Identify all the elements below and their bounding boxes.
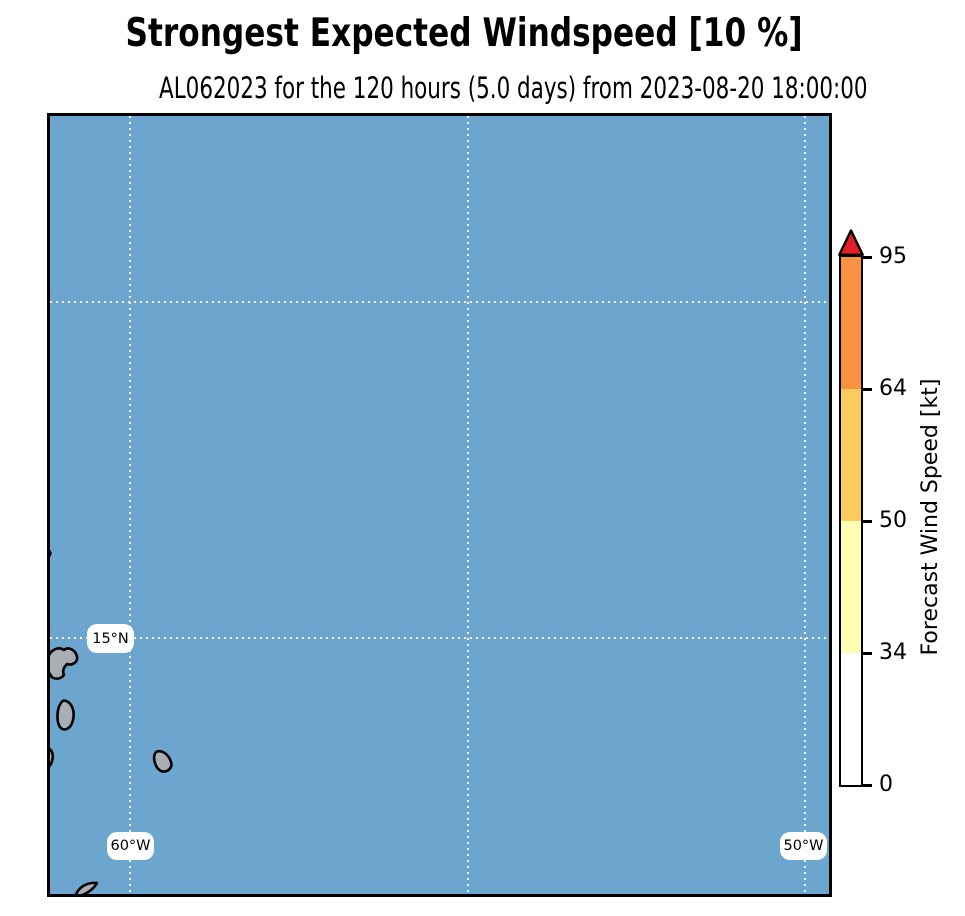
gridline-parallel-20n <box>50 301 829 303</box>
island-guadeloupe <box>50 647 79 680</box>
island-martinique-edge <box>50 747 55 768</box>
map-axes: 15°N 60°W 50°W <box>47 113 832 897</box>
colorbar-tick-0 <box>863 784 872 787</box>
figure-title: Strongest Expected Windspeed [10 %] <box>125 11 803 56</box>
island-dominica <box>56 699 75 731</box>
colorbar-tick-label-0: 0 <box>879 772 893 797</box>
colorbar-tick-64 <box>863 388 872 391</box>
gridline-meridian-60w <box>129 116 131 894</box>
colorbar-segment-34-50 <box>841 521 861 653</box>
island-barbados <box>152 749 173 773</box>
island-tobago-sliver <box>74 881 99 894</box>
colorbar-axis-label: Forecast Wind Speed [kt] <box>918 378 943 656</box>
colorbar: 95 64 50 34 0 Forecast Wind Speed [kt] <box>838 229 965 809</box>
colorbar-tick-95 <box>863 256 872 259</box>
colorbar-over-arrow <box>838 229 864 256</box>
colorbar-tick-label-95: 95 <box>879 244 907 269</box>
colorbar-tick-label-34: 34 <box>879 640 907 665</box>
lon-label-50w: 50°W <box>780 832 827 860</box>
gridline-meridian-55w <box>467 116 469 894</box>
colorbar-tick-50 <box>863 520 872 523</box>
figure-subtitle: AL062023 for the 120 hours (5.0 days) fr… <box>159 71 868 105</box>
colorbar-bar <box>839 255 863 787</box>
colorbar-segment-50-64 <box>841 389 861 521</box>
gridline-parallel-15n <box>50 637 829 639</box>
lat-label-15n: 15°N <box>87 624 134 653</box>
colorbar-tick-label-64: 64 <box>879 376 907 401</box>
colorbar-tick-label-50: 50 <box>879 508 907 533</box>
gridline-meridian-50w <box>804 116 806 894</box>
colorbar-tick-34 <box>863 652 872 655</box>
coastline-layer <box>50 549 173 894</box>
lon-label-60w: 60°W <box>107 832 154 860</box>
colorbar-segment-64-95 <box>841 257 861 389</box>
colorbar-segment-0-34 <box>841 653 861 785</box>
